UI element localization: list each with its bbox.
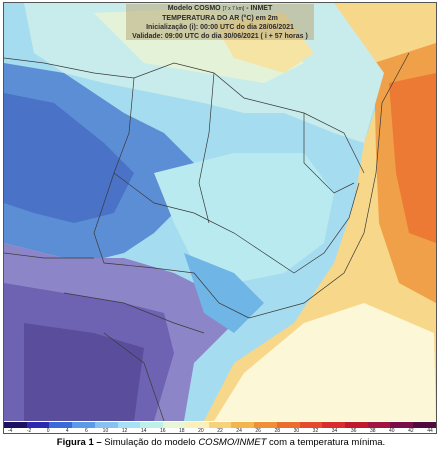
color-scale-tick-label: 16 xyxy=(159,428,166,434)
map-header: Modelo COSMO [7 x 7 km] - INMET TEMPERAT… xyxy=(126,4,314,40)
color-swatch xyxy=(185,422,209,428)
color-swatch xyxy=(231,422,255,428)
color-scale-bar xyxy=(4,422,436,428)
color-scale-tick-label: 12 xyxy=(121,428,128,434)
color-swatch xyxy=(4,422,27,428)
color-swatch xyxy=(390,422,414,428)
caption-model: COSMO/INMET xyxy=(198,437,267,448)
color-swatch xyxy=(26,422,50,428)
color-scale-tick-label: 14 xyxy=(140,428,147,434)
caption-text-before: Simulação do modelo xyxy=(101,437,199,448)
color-scale-tick-label: 22 xyxy=(217,428,223,434)
color-scale-tick-label: 4 xyxy=(65,428,69,434)
color-scale-tick-label: 10 xyxy=(102,428,109,434)
color-swatch xyxy=(413,422,436,428)
header-validity: Validade: 09:00 UTC do dia 30/06/2021 ( … xyxy=(132,33,308,40)
color-swatch xyxy=(276,422,300,428)
header-resolution: [7 x 7 km] xyxy=(222,6,245,12)
header-source: - INMET xyxy=(246,5,273,12)
color-scale-tick-label: 6 xyxy=(84,428,88,434)
color-scale-tick-label: 36 xyxy=(350,428,357,434)
caption-label: Figura 1 – xyxy=(56,437,102,448)
caption-text-after: com a temperatura mínima. xyxy=(266,437,386,448)
color-swatch xyxy=(117,422,141,428)
color-scale-tick-label: 20 xyxy=(198,428,204,434)
header-model: Modelo COSMO xyxy=(167,5,221,12)
header-initialization: Inicialização (i): 00:00 UTC do dia 28/0… xyxy=(146,24,294,31)
map-frame: Modelo COSMO [7 x 7 km] - INMET TEMPERAT… xyxy=(3,2,437,434)
color-scale-tick-label: 38 xyxy=(369,428,376,434)
color-swatch xyxy=(94,422,118,428)
color-scale-tick-label: 0 xyxy=(46,428,50,434)
figure-caption: Figura 1 – Simulação do modelo COSMO/INM… xyxy=(0,437,442,448)
color-scale-tick-label: 34 xyxy=(331,428,338,434)
color-scale-tick-label: 32 xyxy=(312,428,319,434)
color-swatch xyxy=(367,422,391,428)
color-scale-tick-label: 30 xyxy=(293,428,300,434)
color-swatch xyxy=(163,422,186,428)
color-swatch xyxy=(140,422,164,428)
header-variable: TEMPERATURA DO AR (°C) em 2m xyxy=(162,15,278,22)
color-swatch xyxy=(345,422,368,428)
color-scale-tick-label: 42 xyxy=(408,428,414,434)
color-swatch xyxy=(254,422,277,428)
temperature-map xyxy=(4,3,436,421)
color-swatch xyxy=(208,422,232,428)
color-scale-tick-label: 24 xyxy=(236,428,242,434)
color-scale-tick-label: 40 xyxy=(389,428,395,434)
color-scale-tick-label: 44 xyxy=(427,428,433,434)
header-line-1: Modelo COSMO [7 x 7 km] - INMET xyxy=(126,4,314,14)
color-scale-tick-label: -2 xyxy=(26,428,32,434)
color-scale-tick-label: -4 xyxy=(7,428,13,434)
color-scale-tick-label: 18 xyxy=(179,428,185,434)
color-scale-ticks: -4 -2 0 4 6 10 12 14 16 18 20 22 24 26 28 30 32 34 36 38 40 4… xyxy=(4,428,436,434)
color-scale-tick-label: 26 xyxy=(255,428,261,434)
color-swatch xyxy=(49,422,73,428)
color-scale-tick-label: 28 xyxy=(274,428,281,434)
color-scale: -4 -2 0 4 6 10 12 14 16 18 20 22 24 26 28 30 32 34 36 38 40 4… xyxy=(4,422,436,434)
color-swatch xyxy=(322,422,346,428)
color-swatch xyxy=(299,422,323,428)
color-swatch xyxy=(72,422,95,428)
